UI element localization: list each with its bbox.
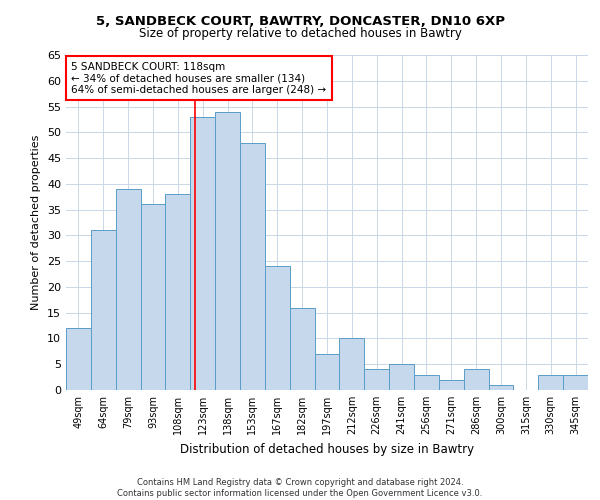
Bar — [116, 189, 140, 390]
Bar — [340, 338, 364, 390]
Bar — [389, 364, 414, 390]
Text: Contains HM Land Registry data © Crown copyright and database right 2024.
Contai: Contains HM Land Registry data © Crown c… — [118, 478, 482, 498]
Bar — [414, 374, 439, 390]
Bar — [215, 112, 240, 390]
Bar — [91, 230, 116, 390]
Bar — [240, 142, 265, 390]
X-axis label: Distribution of detached houses by size in Bawtry: Distribution of detached houses by size … — [180, 442, 474, 456]
Bar — [314, 354, 340, 390]
Bar — [488, 385, 514, 390]
Y-axis label: Number of detached properties: Number of detached properties — [31, 135, 41, 310]
Text: 5 SANDBECK COURT: 118sqm
← 34% of detached houses are smaller (134)
64% of semi-: 5 SANDBECK COURT: 118sqm ← 34% of detach… — [71, 62, 326, 95]
Bar — [265, 266, 290, 390]
Text: Size of property relative to detached houses in Bawtry: Size of property relative to detached ho… — [139, 28, 461, 40]
Bar — [439, 380, 464, 390]
Bar — [190, 117, 215, 390]
Text: 5, SANDBECK COURT, BAWTRY, DONCASTER, DN10 6XP: 5, SANDBECK COURT, BAWTRY, DONCASTER, DN… — [95, 15, 505, 28]
Bar — [464, 370, 488, 390]
Bar — [66, 328, 91, 390]
Bar — [563, 374, 588, 390]
Bar — [290, 308, 314, 390]
Bar — [364, 370, 389, 390]
Bar — [538, 374, 563, 390]
Bar — [166, 194, 190, 390]
Bar — [140, 204, 166, 390]
